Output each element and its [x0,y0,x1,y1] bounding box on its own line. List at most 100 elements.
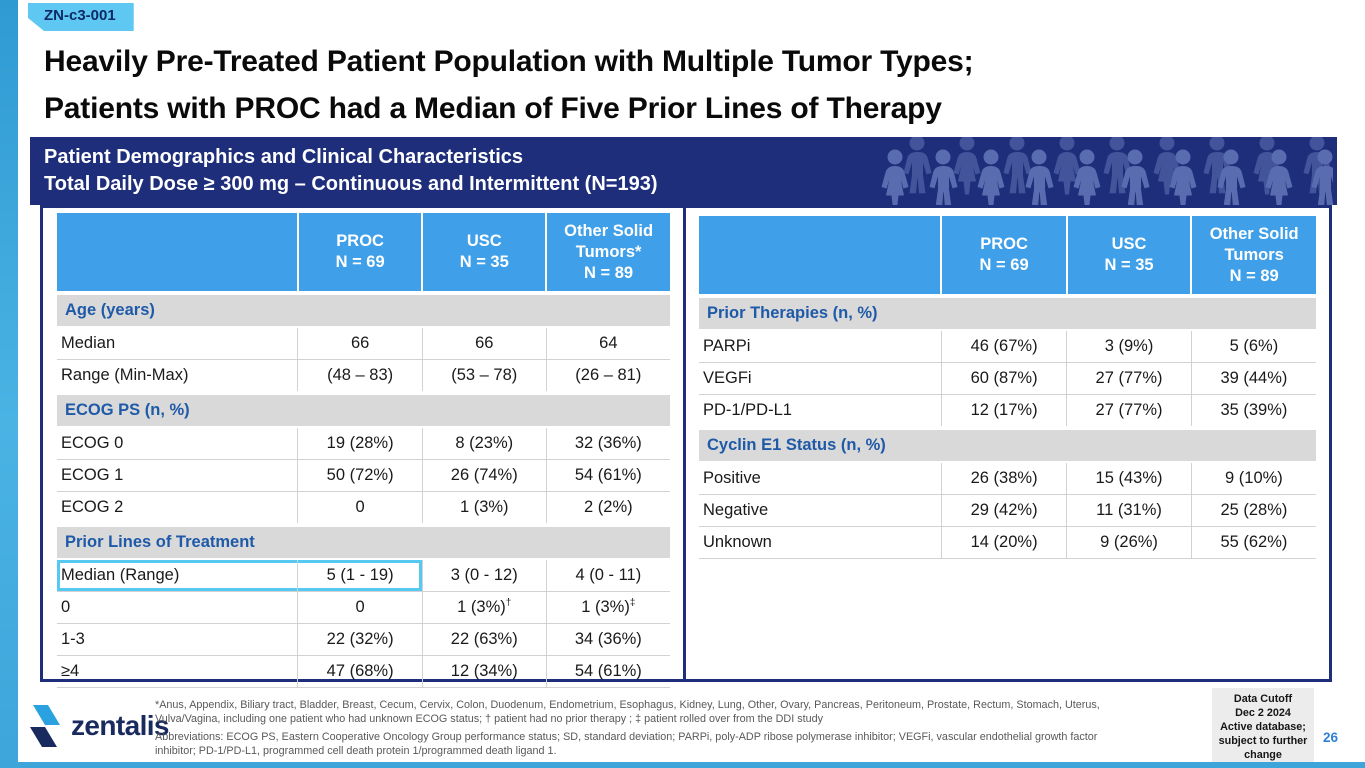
column-header: USC N = 35 [421,213,547,293]
table-row: Positive 26 (38%) 15 (43%) 9 (10%) [699,462,1316,495]
section-label: Age (years) [57,291,670,328]
value-cell: 26 (74%) [421,459,547,492]
header-row: PROC N = 69 USC N = 35 Other Solid Tumors … [699,216,1316,296]
data-cutoff-box: Data Cutoff Dec 2 2024 Active database; sub… [1212,688,1314,767]
row-label: 1-3 [57,623,298,656]
footnote-tumor-types: *Anus, Appendix, Biliary tract, Bladder,… [155,699,1100,726]
value-cell: (26 – 81) [545,359,670,394]
value-cell: 0 [297,591,423,624]
page-number: 26 [1323,730,1339,745]
value-cell: 39 (44%) [1190,362,1316,395]
table-row: PD-1/PD-L1 12 (17%) 27 (77%) 35 (39%) [699,394,1316,429]
table-title-line1: Patient Demographics and Clinical Charac… [44,146,524,168]
value-cell: 54 (61%) [545,459,670,492]
value-cell: 50 (72%) [297,459,423,492]
footnotes: *Anus, Appendix, Biliary tract, Bladder,… [155,698,1133,761]
people-icons [881,137,1333,205]
value-cell: 15 (43%) [1066,462,1192,495]
row-label: ECOG 2 [57,491,298,526]
section-row: Prior Therapies (n, %) [699,294,1316,331]
value-cell: 14 (20%) [940,526,1067,559]
value-cell: 25 (28%) [1190,494,1316,527]
value-cell: 46 (67%) [940,330,1067,363]
table-title: Patient Demographics and Clinical Charac… [44,144,658,198]
value-cell: 66 [297,327,423,360]
table-row: 1-3 22 (32%) 22 (63%) 34 (36%) [57,623,670,656]
value-cell: 2 (2%) [545,491,670,526]
row-label: ECOG 0 [57,427,298,460]
footnote-abbreviations: Abbreviations: ECOG PS, Eastern Cooperat… [155,730,1098,757]
row-label: Negative [699,494,942,527]
value-cell: 12 (34%) [421,655,547,688]
value-cell: 4 (0 - 11) [545,559,670,592]
header-cell-empty [57,213,298,293]
bottom-accent-bar [0,762,1365,768]
row-label: ≥4 [57,655,298,688]
table-title-line2: Total Daily Dose ≥ 300 mg – Continuous a… [44,173,658,195]
cutoff-line: subject to further [1218,735,1308,748]
row-label: VEGFi [699,362,942,395]
demographics-panel: PROC N = 69 USC N = 35 Other Solid Tumors*… [43,208,686,688]
table-row: PARPi 46 (67%) 3 (9%) 5 (6%) [699,330,1316,363]
column-header: PROC N = 69 [296,213,423,293]
value-cell: 26 (38%) [940,462,1067,495]
column-header: USC N = 35 [1065,216,1192,296]
cutoff-line: Active database; [1220,721,1306,734]
table-row: VEGFi 60 (87%) 27 (77%) 39 (44%) [699,362,1316,395]
value-cell: 0 [297,491,423,526]
row-label: Unknown [699,526,942,559]
section-row: Prior Lines of Treatment [57,523,670,560]
table-title-band: Patient Demographics and Clinical Charac… [30,137,1337,205]
therapies-panel: PROC N = 69 USC N = 35 Other Solid Tumors … [686,208,1329,679]
table-row: ≥4 47 (68%) 12 (34%) 54 (61%) [57,655,670,688]
section-row: Cyclin E1 Status (n, %) [699,426,1316,463]
protocol-badge: ZN-c3-001 [28,3,134,31]
value-cell: 22 (32%) [297,623,423,656]
slide-title-line1: Heavily Pre-Treated Patient Population w… [44,45,974,78]
table-row: Median (Range) 5 (1 - 19) 3 (0 - 12) 4 (0 -… [57,559,670,592]
row-label: 0 [57,591,298,624]
table-row: Unknown 14 (20%) 9 (26%) 55 (62%) [699,526,1316,559]
row-label: Positive [699,462,942,495]
value-cell: 11 (31%) [1066,494,1192,527]
tables-container: PROC N = 69 USC N = 35 Other Solid Tumors*… [40,205,1332,688]
value-cell: 12 (17%) [940,394,1067,429]
value-cell: 60 (87%) [940,362,1067,395]
value-cell: 66 [421,327,547,360]
value-cell: 9 (10%) [1190,462,1316,495]
section-label: Prior Therapies (n, %) [699,294,1316,331]
header-cell-empty [699,216,942,296]
value-cell: (48 – 83) [297,359,423,394]
cutoff-line: Data Cutoff [1233,693,1293,705]
value-cell: (53 – 78) [421,359,547,394]
row-label: ECOG 1 [57,459,298,492]
value-cell: 34 (36%) [545,623,670,656]
section-row: ECOG PS (n, %) [57,391,670,428]
value-cell: 54 (61%) [545,655,670,688]
row-label: Range (Min-Max) [57,359,298,394]
zentalis-logo: zentalis [28,704,170,748]
value-cell: 55 (62%) [1190,526,1316,559]
table-row: Negative 29 (42%) 11 (31%) 25 (28%) [699,494,1316,527]
row-label: PD-1/PD-L1 [699,394,942,429]
header-row: PROC N = 69 USC N = 35 Other Solid Tumors*… [57,213,670,293]
value-cell: 27 (77%) [1066,394,1192,429]
table-row: ECOG 0 19 (28%) 8 (23%) 32 (36%) [57,427,670,460]
value-cell: 47 (68%) [297,655,423,688]
value-cell: 9 (26%) [1066,526,1192,559]
value-cell: 1 (3%) [421,491,547,526]
column-header: Other Solid Tumors N = 89 [1190,216,1316,296]
value-cell: 35 (39%) [1190,394,1316,429]
row-label: PARPi [699,330,942,363]
section-row: Age (years) [57,291,670,328]
column-header: Other Solid Tumors* N = 89 [545,213,670,293]
table-row: Median 66 66 64 [57,327,670,360]
section-label: Prior Lines of Treatment [57,523,670,560]
zentalis-logo-mark [30,705,60,747]
demographics-table: PROC N = 69 USC N = 35 Other Solid Tumors*… [57,213,670,688]
column-header: PROC N = 69 [940,216,1067,296]
row-label: Median [57,327,298,360]
slide-title-line2: Patients with PROC had a Median of Five … [44,92,942,125]
